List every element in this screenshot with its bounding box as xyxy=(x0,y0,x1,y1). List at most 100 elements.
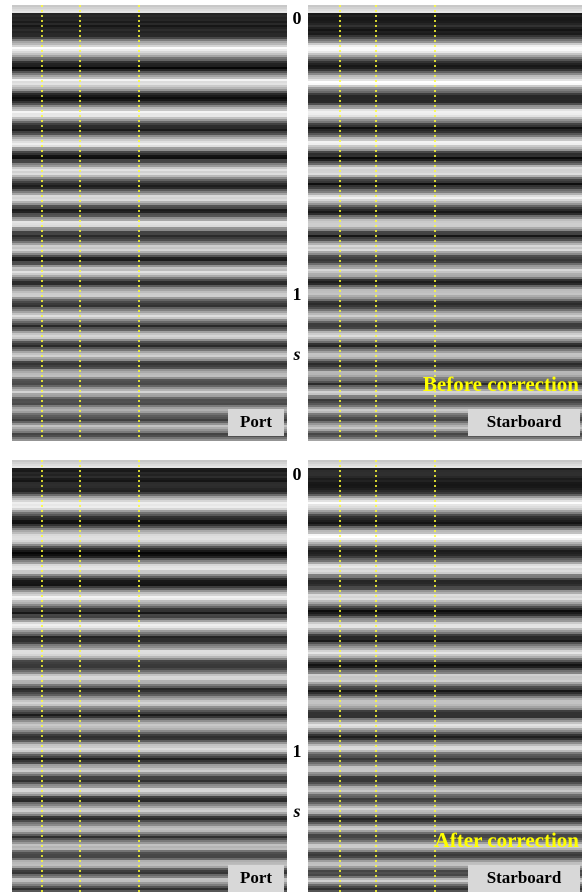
image-row xyxy=(12,7,287,9)
image-row xyxy=(308,311,582,313)
image-row xyxy=(12,884,287,886)
image-row xyxy=(12,235,287,237)
image-row xyxy=(308,329,582,331)
image-row xyxy=(12,658,287,660)
image-row xyxy=(308,303,582,305)
image-row xyxy=(12,648,287,650)
image-row xyxy=(12,800,287,802)
image-row xyxy=(12,249,287,251)
image-row xyxy=(12,145,287,147)
image-row xyxy=(12,712,287,714)
image-row xyxy=(308,672,582,674)
image-row xyxy=(12,189,287,191)
image-row xyxy=(12,496,287,498)
image-row xyxy=(308,870,582,872)
image-row xyxy=(308,736,582,738)
image-row xyxy=(12,315,287,317)
image-row xyxy=(12,179,287,181)
image-row xyxy=(12,151,287,153)
image-row xyxy=(308,439,582,441)
image-row xyxy=(308,776,582,778)
guide-lines xyxy=(41,5,436,892)
image-row xyxy=(308,498,582,500)
image-row xyxy=(308,584,582,586)
image-row xyxy=(308,828,582,830)
image-row xyxy=(308,632,582,634)
image-row xyxy=(308,468,582,470)
image-row xyxy=(308,754,582,756)
image-row xyxy=(12,736,287,738)
image-row xyxy=(308,512,582,514)
image-row xyxy=(12,674,287,676)
image-row xyxy=(12,858,287,860)
image-row xyxy=(12,223,287,225)
image-row xyxy=(12,466,287,468)
image-row xyxy=(12,355,287,357)
image-row xyxy=(12,886,287,888)
image-row xyxy=(12,636,287,638)
image-row xyxy=(12,255,287,257)
image-row xyxy=(308,680,582,682)
image-row xyxy=(12,373,287,375)
image-row xyxy=(308,81,582,83)
image-row xyxy=(12,742,287,744)
image-row xyxy=(12,225,287,227)
image-row xyxy=(308,484,582,486)
image-row xyxy=(308,31,582,33)
label-box xyxy=(228,409,284,436)
image-row xyxy=(12,812,287,814)
sonar-image xyxy=(308,5,582,441)
image-row xyxy=(12,564,287,566)
image-row xyxy=(12,253,287,255)
image-row xyxy=(308,309,582,311)
image-row xyxy=(12,492,287,494)
image-row xyxy=(308,319,582,321)
image-row xyxy=(12,121,287,123)
image-row xyxy=(308,880,582,882)
image-row xyxy=(308,774,582,776)
image-row xyxy=(308,834,582,836)
image-row xyxy=(12,840,287,842)
image-row xyxy=(308,241,582,243)
image-row xyxy=(308,345,582,347)
image-row xyxy=(308,347,582,349)
image-row xyxy=(308,101,582,103)
image-row xyxy=(12,365,287,367)
image-row xyxy=(308,61,582,63)
time-unit: s xyxy=(292,344,300,364)
image-row xyxy=(12,293,287,295)
image-row xyxy=(308,628,582,630)
image-row xyxy=(12,257,287,259)
image-row xyxy=(308,407,582,409)
image-row xyxy=(12,323,287,325)
image-row xyxy=(308,37,582,39)
image-row xyxy=(12,728,287,730)
image-row xyxy=(12,137,287,139)
image-row xyxy=(308,75,582,77)
image-row xyxy=(12,522,287,524)
image-row xyxy=(12,425,287,427)
image-row xyxy=(308,496,582,498)
image-row xyxy=(12,604,287,606)
image-row xyxy=(308,692,582,694)
image-row xyxy=(308,237,582,239)
image-row xyxy=(308,431,582,433)
image-row xyxy=(308,147,582,149)
image-row xyxy=(12,598,287,600)
image-row xyxy=(12,327,287,329)
image-row xyxy=(308,684,582,686)
image-row xyxy=(12,431,287,433)
image-row xyxy=(308,227,582,229)
image-row xyxy=(308,49,582,51)
image-row xyxy=(308,365,582,367)
image-row xyxy=(12,411,287,413)
image-row xyxy=(12,203,287,205)
image-row xyxy=(308,335,582,337)
image-row xyxy=(12,642,287,644)
image-row xyxy=(12,427,287,429)
image-row xyxy=(12,101,287,103)
image-row xyxy=(308,21,582,23)
image-row xyxy=(308,293,582,295)
image-row xyxy=(12,678,287,680)
image-row xyxy=(12,832,287,834)
